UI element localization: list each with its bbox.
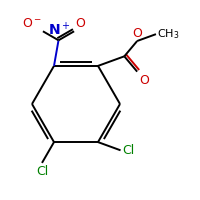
Text: O: O	[139, 74, 149, 87]
Text: O: O	[75, 17, 85, 30]
Text: N$^+$: N$^+$	[48, 21, 71, 39]
Text: Cl: Cl	[122, 144, 134, 157]
Text: Cl: Cl	[36, 165, 48, 178]
Text: CH$_3$: CH$_3$	[157, 27, 179, 41]
Text: O$^-$: O$^-$	[22, 17, 42, 30]
Text: O: O	[132, 27, 142, 40]
